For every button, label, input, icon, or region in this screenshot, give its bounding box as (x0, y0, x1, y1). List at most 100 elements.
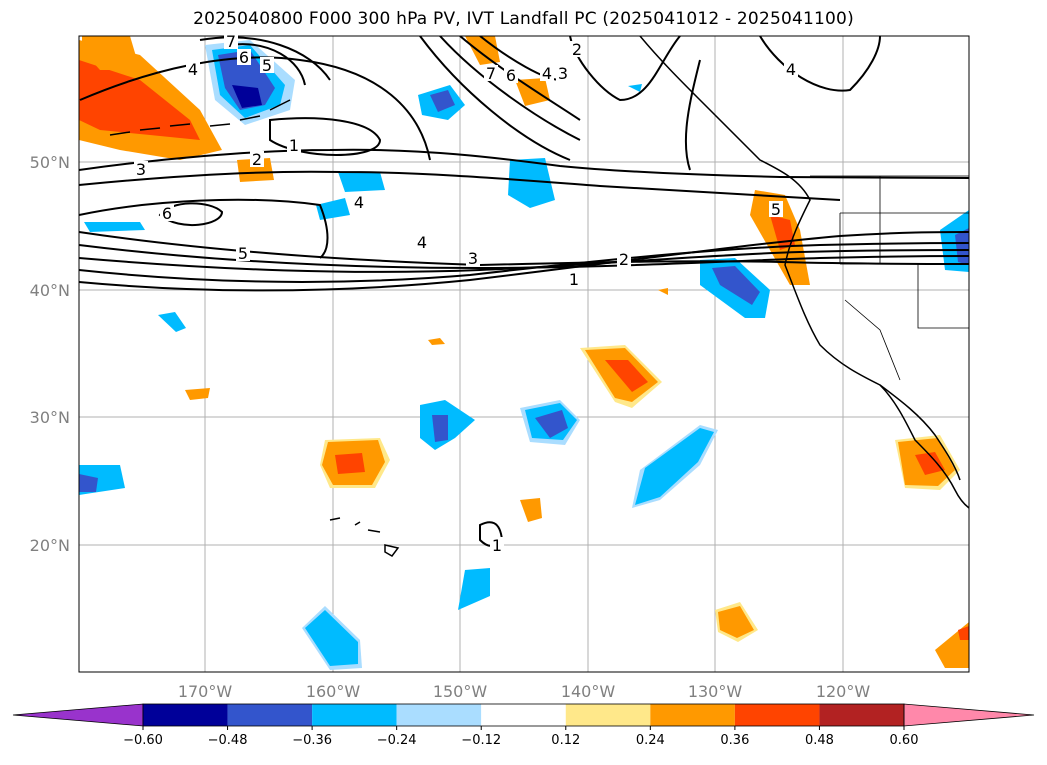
negative-anomaly (316, 198, 350, 220)
contour-label-bg (134, 161, 148, 177)
negative-anomaly (158, 312, 186, 332)
contour-label: 1 (569, 270, 579, 289)
map-title: 2025040800 F000 300 hPa PV, IVT Landfall… (193, 9, 854, 29)
negative-anomaly (232, 85, 262, 108)
contour-label-bg (769, 201, 783, 217)
positive-anomaly (335, 453, 365, 474)
contour-label: 1 (492, 536, 502, 555)
colorbar-segment (819, 704, 904, 726)
contour-label-bg (236, 245, 250, 261)
contour-label: 3 (468, 249, 478, 268)
contour-label-bg (567, 271, 581, 287)
pv-contour (419, 36, 571, 161)
positive-anomaly (915, 452, 945, 475)
positive-anomaly (958, 626, 969, 640)
contour-label: 4 (542, 64, 552, 83)
hawaii-islands (329, 517, 400, 557)
contour-label-bg (490, 537, 504, 553)
colorbar-segment (734, 704, 820, 726)
pv-contour (459, 36, 581, 121)
lon-label: 130°W (688, 682, 743, 701)
contour-label-bg (260, 57, 274, 73)
pv-contour (79, 231, 969, 292)
colorbar-extend-max (903, 703, 1035, 727)
shaded-anomalies (79, 36, 969, 670)
negative-anomaly (218, 50, 275, 110)
lon-label: 150°W (433, 682, 488, 701)
contour-label: 5 (262, 56, 272, 75)
pv-contour (79, 56, 431, 161)
contour-label-bg (287, 137, 301, 153)
colorbar-segment (312, 704, 397, 726)
lat-label: 20°N (30, 536, 70, 555)
contour-label-bg (186, 61, 200, 77)
map-background (79, 36, 969, 672)
positive-anomaly (605, 360, 648, 392)
longitude-labels: 170°W 160°W 150°W 140°W 130°W 120°W (178, 682, 871, 701)
contour-label: 6 (239, 48, 249, 67)
colorbar-label: 0.48 (805, 733, 834, 748)
negative-anomaly (628, 84, 642, 92)
lat-label: 40°N (30, 281, 70, 300)
contour-label-bg (415, 234, 429, 250)
positive-anomaly (515, 78, 550, 106)
lon-label: 140°W (561, 682, 616, 701)
negative-anomaly (79, 474, 98, 492)
lat-label: 30°N (30, 408, 70, 427)
lat-label: 50°N (30, 153, 70, 172)
baja-coastline (879, 384, 961, 481)
positive-anomaly (428, 338, 445, 345)
pv-contour (79, 198, 329, 259)
colorbar-label: 0.36 (720, 733, 749, 748)
contour-label-bg (540, 65, 554, 81)
positive-anomaly (237, 158, 274, 182)
na-coastline (639, 36, 969, 509)
colorbar-frame (142, 703, 905, 727)
contour-label-bg (466, 250, 480, 266)
colorbar-label: −0.36 (292, 733, 332, 748)
lon-label: 120°W (816, 682, 871, 701)
negative-anomaly (430, 90, 455, 112)
colorbar-label: 0.12 (551, 733, 580, 748)
negative-anomaly (508, 158, 555, 208)
map-frame (78, 35, 970, 673)
positive-anomaly (82, 36, 140, 70)
colorbar: −0.60 −0.48 −0.36 −0.24 −0.12 0.12 0.24 0.36 0.4… (12, 703, 1035, 748)
colorbar-segment (396, 704, 482, 726)
colorbar-segment (565, 704, 651, 726)
contour-label: 7 (226, 32, 236, 51)
pv-contour (79, 170, 841, 201)
colorbar-segment (143, 704, 228, 726)
colorbar-label: −0.60 (123, 733, 163, 748)
contour-label: 6 (506, 66, 516, 85)
borders (810, 175, 969, 381)
colorbar-label: −0.48 (208, 733, 248, 748)
positive-anomaly (520, 498, 542, 522)
colorbar-segment (650, 704, 735, 726)
contour-label: 3 (136, 160, 146, 179)
positive-anomaly (658, 288, 668, 295)
contour-label-bg (617, 251, 631, 267)
contour-label-bg (160, 205, 174, 221)
contour-label: 6 (162, 204, 172, 223)
pv-contour (759, 36, 881, 92)
positive-anomaly (718, 606, 754, 638)
pv-contour (684, 59, 701, 171)
negative-anomaly (535, 410, 568, 438)
contour-label: 1 (289, 136, 299, 155)
negative-anomaly (84, 222, 145, 232)
pv-contour (479, 36, 561, 81)
contour-label: 4 (188, 60, 198, 79)
colorbar-label: −0.24 (377, 733, 417, 748)
pv-contour (79, 242, 969, 283)
contour-label: 5 (238, 244, 248, 263)
contour-label-bg (504, 67, 518, 83)
pv-contour (158, 202, 224, 227)
contour-label: 5 (771, 200, 781, 219)
negative-anomaly (635, 428, 714, 505)
contour-label: 3 (558, 64, 568, 83)
pv-contour (79, 148, 969, 179)
pv-contour (439, 36, 581, 141)
